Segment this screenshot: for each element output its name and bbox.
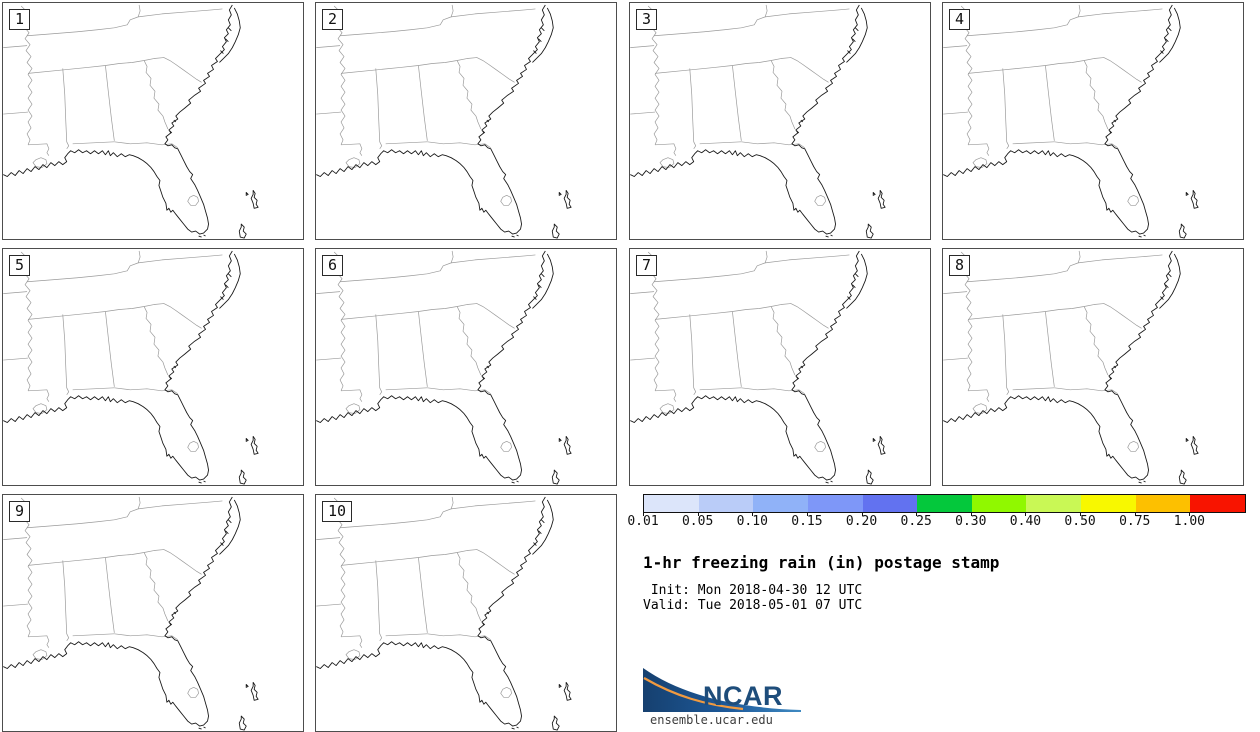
init-time: Init: Mon 2018-04-30 12 UTC — [643, 583, 863, 598]
colorbar-tick — [1189, 512, 1191, 516]
product-title: 1-hr freezing rain (in) postage stamp — [643, 553, 1000, 572]
map-panel-5: 5 — [2, 248, 304, 486]
se-us-map — [3, 250, 259, 485]
colorbar-tick — [861, 512, 863, 516]
colorbar-tick-label: 0.20 — [845, 514, 878, 529]
ncar-logo: NCAR — [643, 668, 813, 714]
panel-number-badge: 6 — [322, 255, 344, 276]
se-us-map — [630, 250, 886, 485]
panel-number-badge: 3 — [636, 9, 658, 30]
colorbar-segment — [1135, 495, 1191, 512]
colorbar-segment — [1026, 495, 1082, 512]
colorbar-segment — [971, 495, 1027, 512]
se-us-map — [316, 496, 572, 731]
panel-number-badge: 5 — [9, 255, 31, 276]
colorbar-tick — [970, 512, 972, 516]
panel-number-badge: 2 — [322, 9, 344, 30]
panel-number-badge: 9 — [9, 501, 31, 522]
ncar-logo-swoosh-icon — [643, 668, 801, 712]
colorbar-tick — [1025, 512, 1027, 516]
map-panel-8: 8 — [942, 248, 1244, 486]
colorbar-segment — [1081, 495, 1137, 512]
colorbar-tick — [1080, 512, 1082, 516]
map-panel-2: 2 — [315, 2, 617, 240]
se-us-map — [316, 4, 572, 239]
legend-block: 1-hr freezing rain (in) postage stamp In… — [627, 494, 1260, 728]
panel-number-badge: 4 — [949, 9, 971, 30]
map-panel-6: 6 — [315, 248, 617, 486]
se-us-map — [630, 4, 886, 239]
colorbar-tick-label: 0.50 — [1064, 514, 1096, 529]
colorbar — [643, 494, 1246, 513]
panel-number-badge: 10 — [322, 501, 353, 522]
colorbar-segment — [753, 495, 809, 512]
map-panel-1: 1 — [2, 2, 304, 240]
map-panel-10: 10 — [315, 494, 617, 732]
colorbar-tick-label: 0.10 — [736, 514, 768, 529]
colorbar-tick-label: 0.30 — [955, 514, 987, 529]
se-us-map — [3, 4, 259, 239]
colorbar-tick — [697, 512, 699, 516]
colorbar-tick — [752, 512, 754, 516]
se-us-map — [943, 4, 1199, 239]
panel-number-badge: 7 — [636, 255, 658, 276]
map-panel-7: 7 — [629, 248, 931, 486]
se-us-map — [3, 496, 259, 731]
colorbar-tick-label: 0.05 — [681, 514, 714, 529]
colorbar-tick — [806, 512, 808, 516]
colorbar-tick-label: 0.01 — [627, 514, 659, 529]
valid-time: Valid: Tue 2018-05-01 07 UTC — [643, 598, 863, 613]
colorbar-segment — [917, 495, 973, 512]
colorbar-segment — [1190, 495, 1245, 512]
colorbar-tick-label: 1.00 — [1173, 514, 1206, 529]
colorbar-segment — [807, 495, 864, 512]
se-us-map — [943, 250, 1199, 485]
map-panel-4: 4 — [942, 2, 1244, 240]
colorbar-segment — [644, 495, 700, 512]
colorbar-segment — [862, 495, 918, 512]
map-panel-3: 3 — [629, 2, 931, 240]
colorbar-tick — [916, 512, 918, 516]
se-us-map — [316, 250, 572, 485]
colorbar-tick — [1134, 512, 1136, 516]
map-panel-9: 9 — [2, 494, 304, 732]
panel-number-badge: 1 — [9, 9, 31, 30]
colorbar-tick — [643, 512, 644, 516]
colorbar-segment — [698, 495, 754, 512]
logo-url: ensemble.ucar.edu — [650, 713, 773, 727]
panel-number-badge: 8 — [949, 255, 971, 276]
colorbar-tick-label: 0.75 — [1119, 514, 1151, 529]
ncar-logo-text: NCAR — [703, 681, 783, 711]
colorbar-tick-label: 0.25 — [900, 514, 932, 529]
colorbar-tick-label: 0.40 — [1009, 514, 1042, 529]
colorbar-tick-label: 0.15 — [791, 514, 823, 529]
